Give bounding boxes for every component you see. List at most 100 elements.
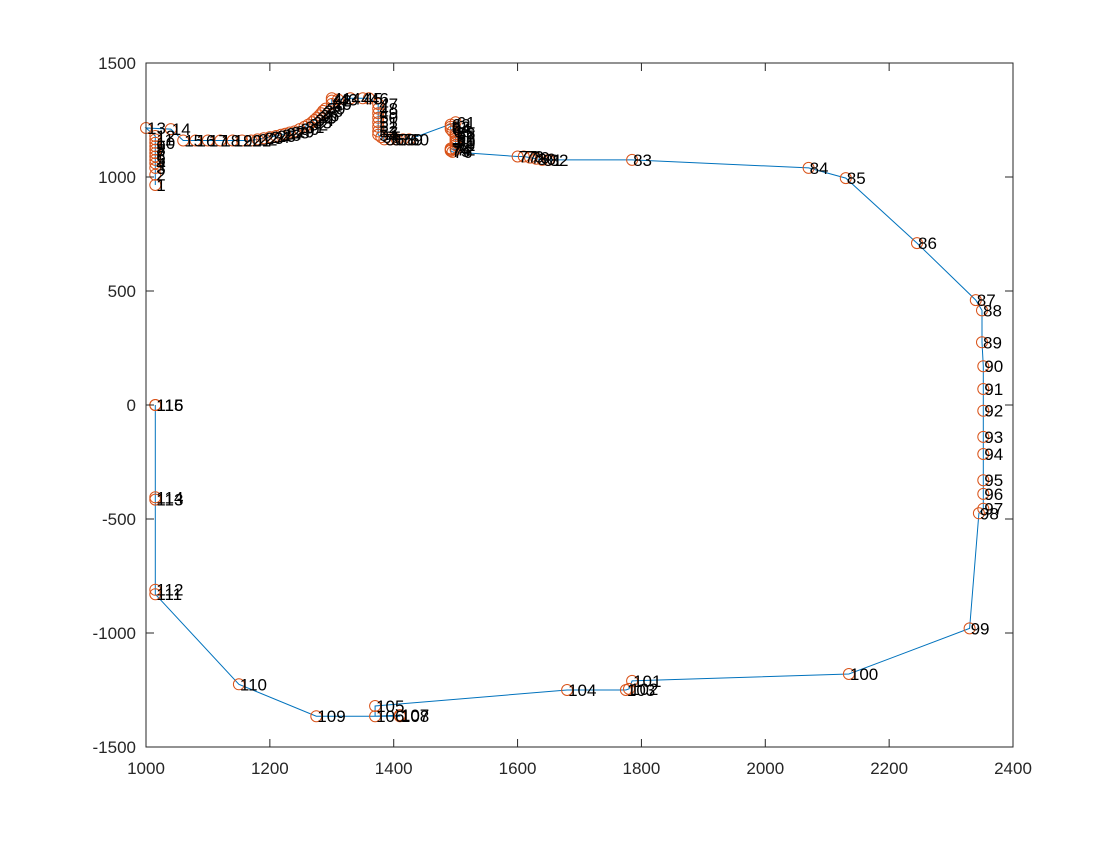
data-point-label: 85 bbox=[847, 169, 866, 188]
data-point-label: 108 bbox=[401, 707, 429, 726]
data-point-marker bbox=[332, 93, 344, 106]
data-point-label: 93 bbox=[984, 428, 1003, 447]
data-point-label: 64 bbox=[452, 120, 471, 139]
data-point-label: 63 bbox=[452, 118, 471, 137]
data-point-marker bbox=[972, 507, 985, 520]
data-point-marker bbox=[325, 94, 338, 107]
data-point-label: 80 bbox=[537, 150, 556, 169]
data-point-label: 9 bbox=[156, 137, 165, 156]
data-point-marker bbox=[372, 111, 385, 124]
data-point-marker bbox=[201, 134, 214, 147]
data-point-marker bbox=[149, 153, 162, 166]
data-point-label: 103 bbox=[627, 681, 655, 700]
data-point-marker bbox=[149, 143, 162, 156]
data-point-marker bbox=[977, 448, 990, 460]
data-point-marker bbox=[149, 136, 162, 149]
data-point-label: 38 bbox=[324, 102, 343, 121]
data-point-label: 21 bbox=[252, 132, 271, 151]
data-point-marker bbox=[911, 237, 923, 250]
data-point-label: 102 bbox=[630, 680, 658, 699]
data-point-label: 32 bbox=[309, 116, 328, 135]
data-point-marker bbox=[302, 118, 315, 131]
data-point-marker bbox=[325, 98, 338, 110]
data-point-label: 115 bbox=[156, 396, 183, 415]
data-point-marker bbox=[164, 123, 177, 136]
data-point-marker bbox=[969, 294, 982, 307]
axes: 1000 1200 1400 1600 1800 2000 2200 2400-1500-10… bbox=[93, 54, 1032, 778]
data-point-label: 104 bbox=[568, 681, 596, 700]
data-point-label: 109 bbox=[317, 707, 345, 726]
data-point-marker bbox=[149, 130, 162, 142]
data-point-marker bbox=[536, 153, 549, 166]
data-point-marker bbox=[214, 134, 227, 147]
data-point-label: 106 bbox=[376, 707, 404, 726]
data-point-marker bbox=[226, 134, 239, 147]
data-point-label: 15 bbox=[184, 132, 203, 151]
x-tick-label: 2200 bbox=[870, 759, 908, 778]
data-point-label: 66 bbox=[457, 125, 476, 144]
data-point-marker bbox=[149, 150, 162, 163]
data-point-marker bbox=[310, 710, 323, 723]
data-point-label: 57 bbox=[392, 130, 411, 149]
data-point-marker bbox=[626, 674, 639, 687]
data-point-marker bbox=[189, 134, 202, 147]
data-point-label: 39 bbox=[327, 100, 346, 119]
data-point-marker bbox=[449, 143, 462, 156]
data-point-label: 44 bbox=[351, 89, 370, 108]
data-point-marker bbox=[251, 133, 264, 146]
y-tick-label: 1000 bbox=[98, 168, 136, 187]
data-point-label: 74 bbox=[452, 141, 471, 160]
data-point-label: 105 bbox=[376, 697, 404, 716]
data-point-marker bbox=[963, 622, 976, 635]
data-point-label: 2 bbox=[156, 166, 165, 185]
data-point-label: 19 bbox=[234, 132, 253, 151]
data-point-label: 47 bbox=[379, 95, 398, 114]
data-point-label: 20 bbox=[243, 132, 262, 151]
data-point-marker bbox=[977, 404, 990, 417]
data-point-label: 8 bbox=[156, 141, 165, 160]
data-point-label: 116 bbox=[156, 396, 183, 415]
data-point-marker bbox=[149, 179, 162, 191]
data-point-marker bbox=[372, 125, 385, 138]
data-point-marker bbox=[372, 107, 385, 120]
data-point-label: 79 bbox=[531, 149, 550, 168]
data-point-label: 5 bbox=[156, 151, 165, 170]
data-point-marker bbox=[977, 430, 990, 443]
data-point-label: 23 bbox=[265, 129, 284, 148]
data-point-label: 50 bbox=[379, 109, 398, 128]
data-point-label: 107 bbox=[401, 706, 429, 725]
data-point-marker bbox=[313, 109, 326, 122]
data-point-marker bbox=[270, 130, 282, 142]
data-point-marker bbox=[372, 102, 385, 115]
data-point-label: 4 bbox=[156, 154, 165, 173]
data-point-label: 73 bbox=[452, 140, 471, 159]
data-point-label: 81 bbox=[543, 151, 562, 170]
data-point-label: 70 bbox=[457, 134, 476, 153]
y-tick-label: 0 bbox=[127, 396, 136, 415]
data-point-label: 88 bbox=[983, 301, 1002, 320]
data-point-label: 77 bbox=[519, 148, 538, 167]
data-point-label: 86 bbox=[918, 234, 937, 253]
y-tick-label: -500 bbox=[102, 510, 136, 529]
data-point-marker bbox=[839, 172, 852, 185]
data-point-label: 100 bbox=[850, 665, 878, 684]
data-point-label: 41 bbox=[333, 89, 352, 108]
data-point-label: 48 bbox=[379, 100, 398, 119]
data-point-label: 43 bbox=[339, 91, 358, 110]
y-tick-label: -1000 bbox=[93, 624, 136, 643]
data-point-label: 84 bbox=[810, 159, 829, 178]
data-point-marker bbox=[530, 152, 543, 165]
data-point-marker bbox=[802, 161, 815, 174]
data-point-marker bbox=[842, 668, 855, 680]
data-point-label: 59 bbox=[404, 130, 423, 149]
data-point-label: 30 bbox=[301, 120, 320, 139]
x-tick-label: 1400 bbox=[375, 759, 413, 778]
data-point-label: 96 bbox=[984, 485, 1003, 504]
data-point-label: 25 bbox=[277, 127, 296, 146]
y-tick-label: 1500 bbox=[98, 54, 136, 73]
x-tick-label: 1600 bbox=[499, 759, 537, 778]
data-point-label: 17 bbox=[209, 132, 228, 151]
data-point-marker bbox=[177, 134, 190, 147]
data-point-marker bbox=[542, 153, 555, 166]
data-point-marker bbox=[976, 304, 988, 317]
